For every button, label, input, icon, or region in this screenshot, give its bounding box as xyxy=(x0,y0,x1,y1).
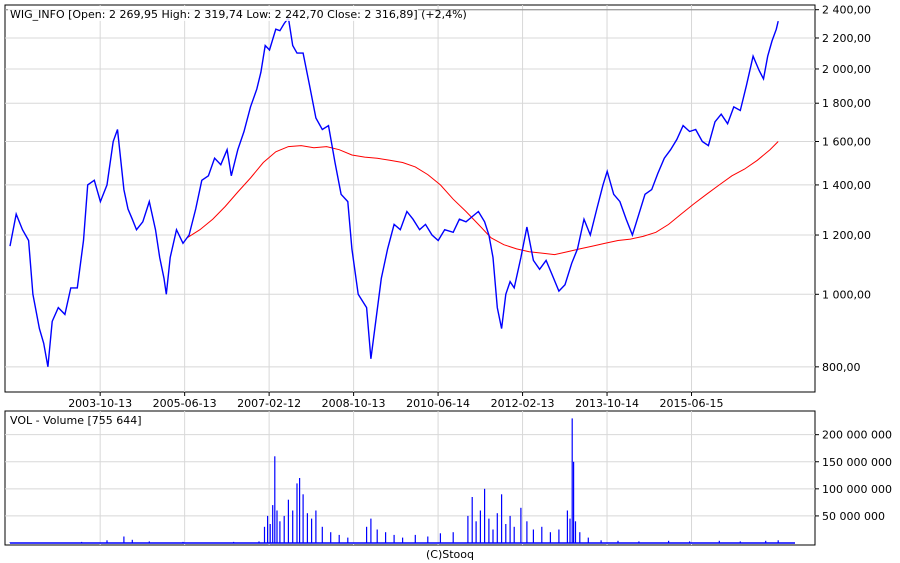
price-y-tick-label: 2 000,00 xyxy=(822,63,871,76)
price-y-tick-label: 1 800,00 xyxy=(822,97,871,110)
volume-gridlines xyxy=(5,411,815,545)
price-y-tick-label: 2 400,00 xyxy=(822,4,871,17)
price-y-tick-label: 800,00 xyxy=(822,361,861,374)
price-x-tick-label: 2012-02-13 xyxy=(491,397,555,410)
volume-panel: 50 000 000 100 000 000 150 000 000 200 000 … xyxy=(4,410,892,546)
volume-header: VOL - Volume [755 644] xyxy=(10,414,142,427)
price-x-tick-label: 2013-10-14 xyxy=(575,397,639,410)
price-y-tick-label: 1 200,00 xyxy=(822,229,871,242)
price-line xyxy=(9,16,779,367)
price-plot-area xyxy=(4,4,816,393)
volume-plot-area xyxy=(4,410,816,546)
price-header: WIG_INFO [Open: 2 269,95 High: 2 319,74 … xyxy=(10,8,467,21)
price-y-tick-label: 1 600,00 xyxy=(822,136,871,149)
copyright-footer: (C)Stooq xyxy=(426,548,474,561)
price-x-tick-label: 2005-06-13 xyxy=(153,397,217,410)
volume-y-tick-label: 50 000 000 xyxy=(822,510,885,523)
price-y-axis: 800,00 1 000,00 1 200,00 1 400,00 1 600,00 1 … xyxy=(815,4,871,374)
volume-y-tick-label: 200 000 000 xyxy=(822,429,892,442)
volume-bars xyxy=(9,418,795,544)
price-x-tick-label: 2015-06-15 xyxy=(660,397,724,410)
price-y-tick-label: 2 200,00 xyxy=(822,32,871,45)
volume-y-axis: 50 000 000 100 000 000 150 000 000 200 000 … xyxy=(815,429,892,523)
price-x-tick-label: 2008-10-13 xyxy=(322,397,386,410)
price-y-tick-label: 1 400,00 xyxy=(822,179,871,192)
volume-y-tick-label: 150 000 000 xyxy=(822,456,892,469)
price-x-tick-label: 2003-10-13 xyxy=(68,397,132,410)
moving-average-line xyxy=(186,141,779,256)
price-x-axis: 2003-10-13 2005-06-13 2007-02-12 2008-10-13… xyxy=(68,392,723,410)
price-panel: 800,00 1 000,00 1 200,00 1 400,00 1 600,00 1 … xyxy=(4,4,871,410)
price-x-tick-label: 2010-06-14 xyxy=(406,397,470,410)
price-y-tick-label: 1 000,00 xyxy=(822,288,871,301)
volume-y-tick-label: 100 000 000 xyxy=(822,483,892,496)
price-x-tick-label: 2007-02-12 xyxy=(237,397,301,410)
